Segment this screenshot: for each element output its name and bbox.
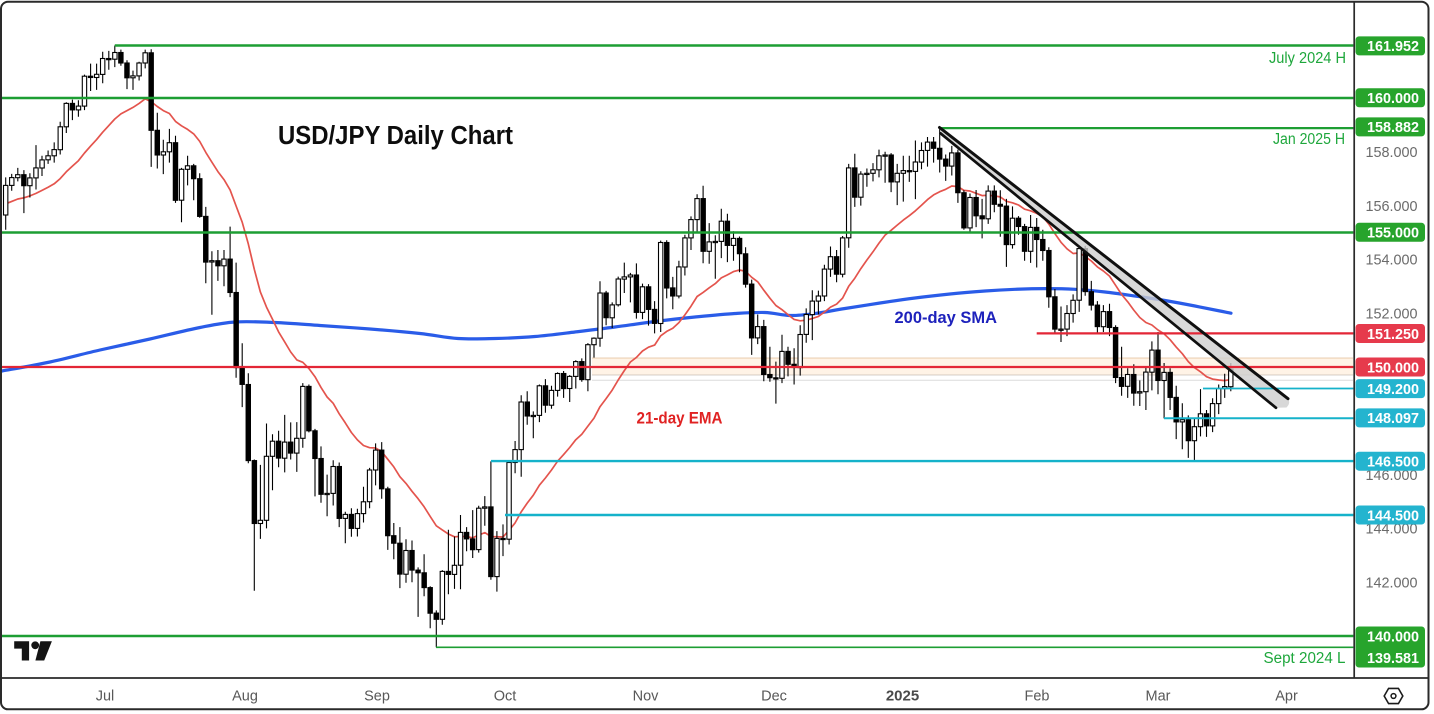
svg-text:161.952: 161.952 bbox=[1367, 39, 1419, 55]
svg-text:200-day SMA: 200-day SMA bbox=[895, 308, 998, 327]
svg-text:150.000: 150.000 bbox=[1367, 360, 1419, 376]
svg-text:Apr: Apr bbox=[1275, 689, 1298, 705]
svg-text:142.000: 142.000 bbox=[1366, 575, 1418, 592]
svg-text:149.200: 149.200 bbox=[1367, 382, 1419, 398]
svg-text:151.250: 151.250 bbox=[1367, 327, 1419, 343]
svg-text:USD/JPY Daily Chart: USD/JPY Daily Chart bbox=[278, 122, 513, 150]
svg-text:Mar: Mar bbox=[1146, 689, 1171, 705]
svg-text:Oct: Oct bbox=[494, 689, 517, 705]
svg-text:148.097: 148.097 bbox=[1367, 411, 1419, 427]
svg-text:2025: 2025 bbox=[886, 688, 919, 705]
svg-text:Feb: Feb bbox=[1025, 689, 1050, 705]
svg-text:144.500: 144.500 bbox=[1367, 508, 1419, 524]
svg-text:158.882: 158.882 bbox=[1367, 120, 1419, 136]
svg-text:152.000: 152.000 bbox=[1366, 306, 1418, 323]
svg-text:139.581: 139.581 bbox=[1367, 651, 1419, 667]
svg-text:144.000: 144.000 bbox=[1366, 521, 1418, 538]
svg-text:140.000: 140.000 bbox=[1367, 630, 1419, 646]
svg-text:Sep: Sep bbox=[364, 689, 390, 705]
svg-text:July 2024 H: July 2024 H bbox=[1269, 50, 1346, 67]
svg-text:146.000: 146.000 bbox=[1366, 467, 1418, 484]
svg-text:155.000: 155.000 bbox=[1367, 226, 1419, 242]
svg-text:21-day EMA: 21-day EMA bbox=[637, 410, 723, 428]
svg-text:146.500: 146.500 bbox=[1367, 455, 1419, 471]
svg-text:Jan 2025 H: Jan 2025 H bbox=[1273, 131, 1345, 148]
svg-text:Jul: Jul bbox=[96, 689, 115, 705]
svg-text:Dec: Dec bbox=[761, 689, 787, 705]
svg-text:Nov: Nov bbox=[633, 689, 660, 705]
svg-text:Sept 2024 L: Sept 2024 L bbox=[1264, 650, 1346, 667]
svg-text:154.000: 154.000 bbox=[1366, 252, 1418, 269]
svg-text:158.000: 158.000 bbox=[1366, 144, 1418, 161]
svg-text:Aug: Aug bbox=[232, 689, 258, 705]
svg-text:160.000: 160.000 bbox=[1367, 91, 1419, 107]
svg-text:156.000: 156.000 bbox=[1366, 198, 1418, 215]
